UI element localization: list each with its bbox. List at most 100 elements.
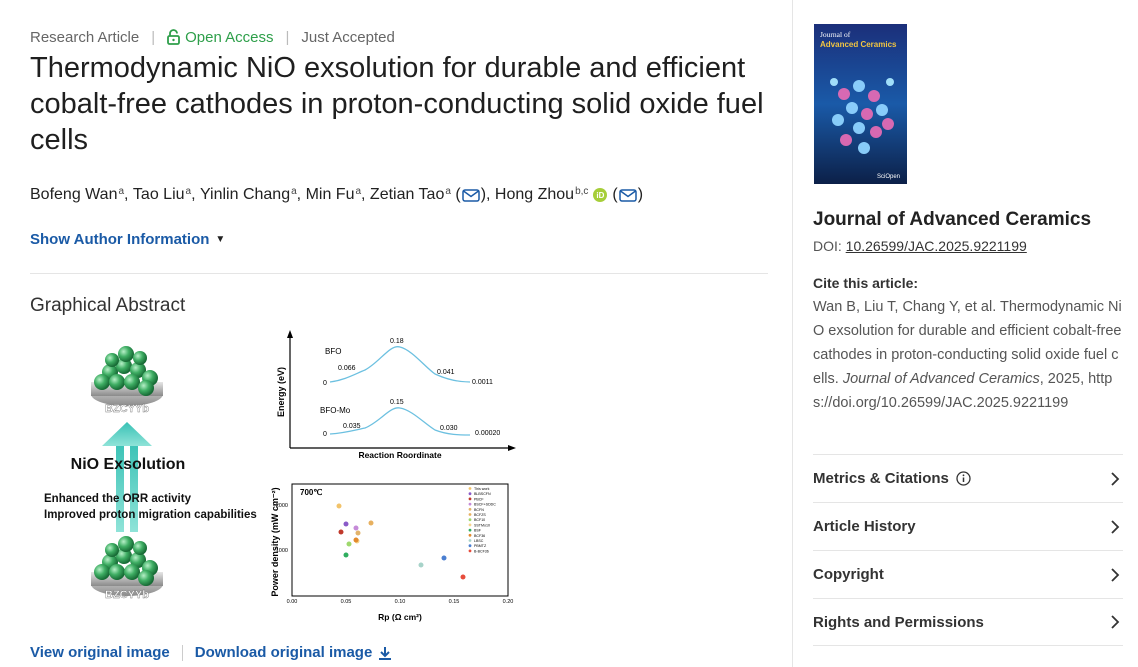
bfo-mo-label: BFO-Mo <box>320 406 351 415</box>
download-icon <box>379 646 392 660</box>
legend-marker <box>468 549 472 553</box>
author-name[interactable]: Tao Liu <box>132 186 185 203</box>
author-affiliation: b,c <box>575 185 589 197</box>
energy-profile-plot: Energy (eV) Reaction Roordinate BFO 0 0.… <box>276 330 516 460</box>
legend-marker <box>468 497 472 501</box>
section-divider <box>30 273 768 274</box>
author-affiliation: a <box>355 185 362 197</box>
scatter-point <box>418 562 424 568</box>
article-type: Research Article <box>30 28 140 46</box>
legend-entry: BCF36 <box>474 534 485 538</box>
scatter-point <box>346 541 352 547</box>
accordion-label: Metrics & Citations <box>813 470 949 487</box>
energy-value: 0.0011 <box>472 379 493 386</box>
x-tick-label: 0.05 <box>341 599 352 605</box>
open-access-label: Open Access <box>185 28 274 46</box>
energy-value: 0.035 <box>343 423 361 430</box>
citation-journal: Journal of Advanced Ceramics <box>842 371 1040 387</box>
cover-journal-line-1: Journal of <box>820 30 851 39</box>
energy-value: 0 <box>323 431 327 438</box>
author-affiliation: a <box>291 185 297 197</box>
legend-entry: B-BCF36 <box>474 549 489 553</box>
mail-icon[interactable] <box>461 188 480 202</box>
article-title: Thermodynamic NiO exsolution for durable… <box>30 52 764 156</box>
chevron-right-icon <box>1111 615 1120 629</box>
accordion-metrics-citations[interactable]: Metrics & Citations <box>813 454 1123 502</box>
link-separator <box>181 644 183 661</box>
scatter-point <box>353 525 359 531</box>
doi-link[interactable]: 10.26599/JAC.2025.9221199 <box>845 238 1027 254</box>
cover-footer: SciOpen <box>877 174 900 180</box>
graphical-abstract-heading: Graphical Abstract <box>30 295 186 316</box>
accordion-label: Article History <box>813 518 916 535</box>
scatter-point <box>343 521 349 527</box>
legend-entry: BCF10 <box>474 518 485 522</box>
legend-entry: This work <box>474 487 490 491</box>
y-tick-label: 2000 <box>276 503 288 509</box>
chevron-right-icon <box>1111 471 1120 486</box>
author-affiliation: a <box>445 185 451 197</box>
author-affiliation: a <box>118 185 125 197</box>
accordion-copyright[interactable]: Copyright <box>813 550 1123 598</box>
bzcyyb-label: BZCYYb <box>105 403 149 415</box>
bzcyyb-sample-top: BZCYYb <box>91 346 163 415</box>
energy-xlabel: Reaction Roordinate <box>358 450 441 460</box>
energy-value: 0.041 <box>437 369 455 376</box>
author-name[interactable]: Hong Zhou <box>494 186 575 203</box>
legend-marker <box>468 533 472 537</box>
image-links: View original image Download original im… <box>30 644 392 661</box>
show-author-label: Show Author Information <box>30 231 210 248</box>
scatter-point <box>441 555 447 561</box>
journal-name[interactable]: Journal of Advanced Ceramics <box>813 209 1092 230</box>
author-affiliation: a <box>185 185 192 197</box>
energy-value: 0.18 <box>390 338 404 345</box>
view-original-image-link[interactable]: View original image <box>30 644 170 661</box>
download-link-label: Download original image <box>194 644 373 661</box>
accordion-rights-permissions[interactable]: Rights and Permissions <box>813 598 1123 646</box>
journal-cover-image[interactable]: Journal of Advanced Ceramics SciOpen <box>814 24 907 184</box>
energy-value: 0.030 <box>440 425 458 432</box>
mail-icon[interactable] <box>619 188 637 202</box>
doi-prefix: DOI: <box>813 238 842 254</box>
legend-marker <box>468 502 472 506</box>
y-tick-label: 1000 <box>276 548 288 554</box>
power-density-plot: 700℃ Power density (mW cm⁻²) Rp (Ω cm²) … <box>270 483 513 622</box>
scatter-point <box>353 537 359 543</box>
meta-separator: | <box>151 28 156 46</box>
energy-value: 0.15 <box>390 399 404 406</box>
show-author-information-toggle[interactable]: Show Author Information ▼ <box>30 231 225 248</box>
legend-marker <box>468 544 472 548</box>
chevron-right-icon <box>1111 519 1120 534</box>
download-original-image-link[interactable]: Download original image <box>195 644 393 661</box>
power-ylabel: Power density (mW cm⁻²) <box>270 487 280 596</box>
legend-entry: BSF <box>474 529 482 533</box>
author-name[interactable]: Zetian Tao <box>369 186 445 203</box>
energy-ylabel: Energy (eV) <box>276 367 286 417</box>
energy-value: 0 <box>323 380 327 387</box>
energy-value: 0.066 <box>338 365 356 372</box>
info-icon[interactable] <box>956 471 971 486</box>
x-tick-label: 0.10 <box>395 599 406 605</box>
author-name[interactable]: Min Fu <box>305 186 355 203</box>
orcid-icon[interactable]: iD <box>593 188 608 202</box>
legend-marker <box>468 492 472 496</box>
article-status: Just Accepted <box>301 28 395 46</box>
legend-marker <box>468 518 472 522</box>
legend-entry: BCFN <box>474 508 484 512</box>
open-lock-icon <box>167 29 181 45</box>
citation-part-2: , 2025, https://doi.org/10.26599/JAC.202… <box>813 371 1113 411</box>
nio-exsolution-label: NiO Exsolution <box>71 456 186 473</box>
article-meta-row: Research Article | Open Access | Just Ac… <box>30 28 395 46</box>
author-name[interactable]: Yinlin Chang <box>199 186 291 203</box>
energy-value: 0.00020 <box>475 430 500 437</box>
scatter-point <box>460 574 466 580</box>
author-list: Bofeng Wan a, Tao Liu a, Yinlin Chang a, Mi… <box>30 185 644 204</box>
author-name[interactable]: Bofeng Wan <box>30 186 118 203</box>
accordion-article-history[interactable]: Article History <box>813 502 1123 550</box>
accordion-label: Copyright <box>813 566 884 583</box>
x-tick-label: 0.15 <box>449 599 460 605</box>
scatter-point <box>355 530 361 536</box>
main-content: Research Article | Open Access | Just Ac… <box>30 28 768 661</box>
graphical-abstract-image[interactable]: BZCYYb NiO Exsolution Enhanced the ORR a… <box>30 322 522 632</box>
legend-entry: BSCF+SDDC <box>474 503 496 507</box>
